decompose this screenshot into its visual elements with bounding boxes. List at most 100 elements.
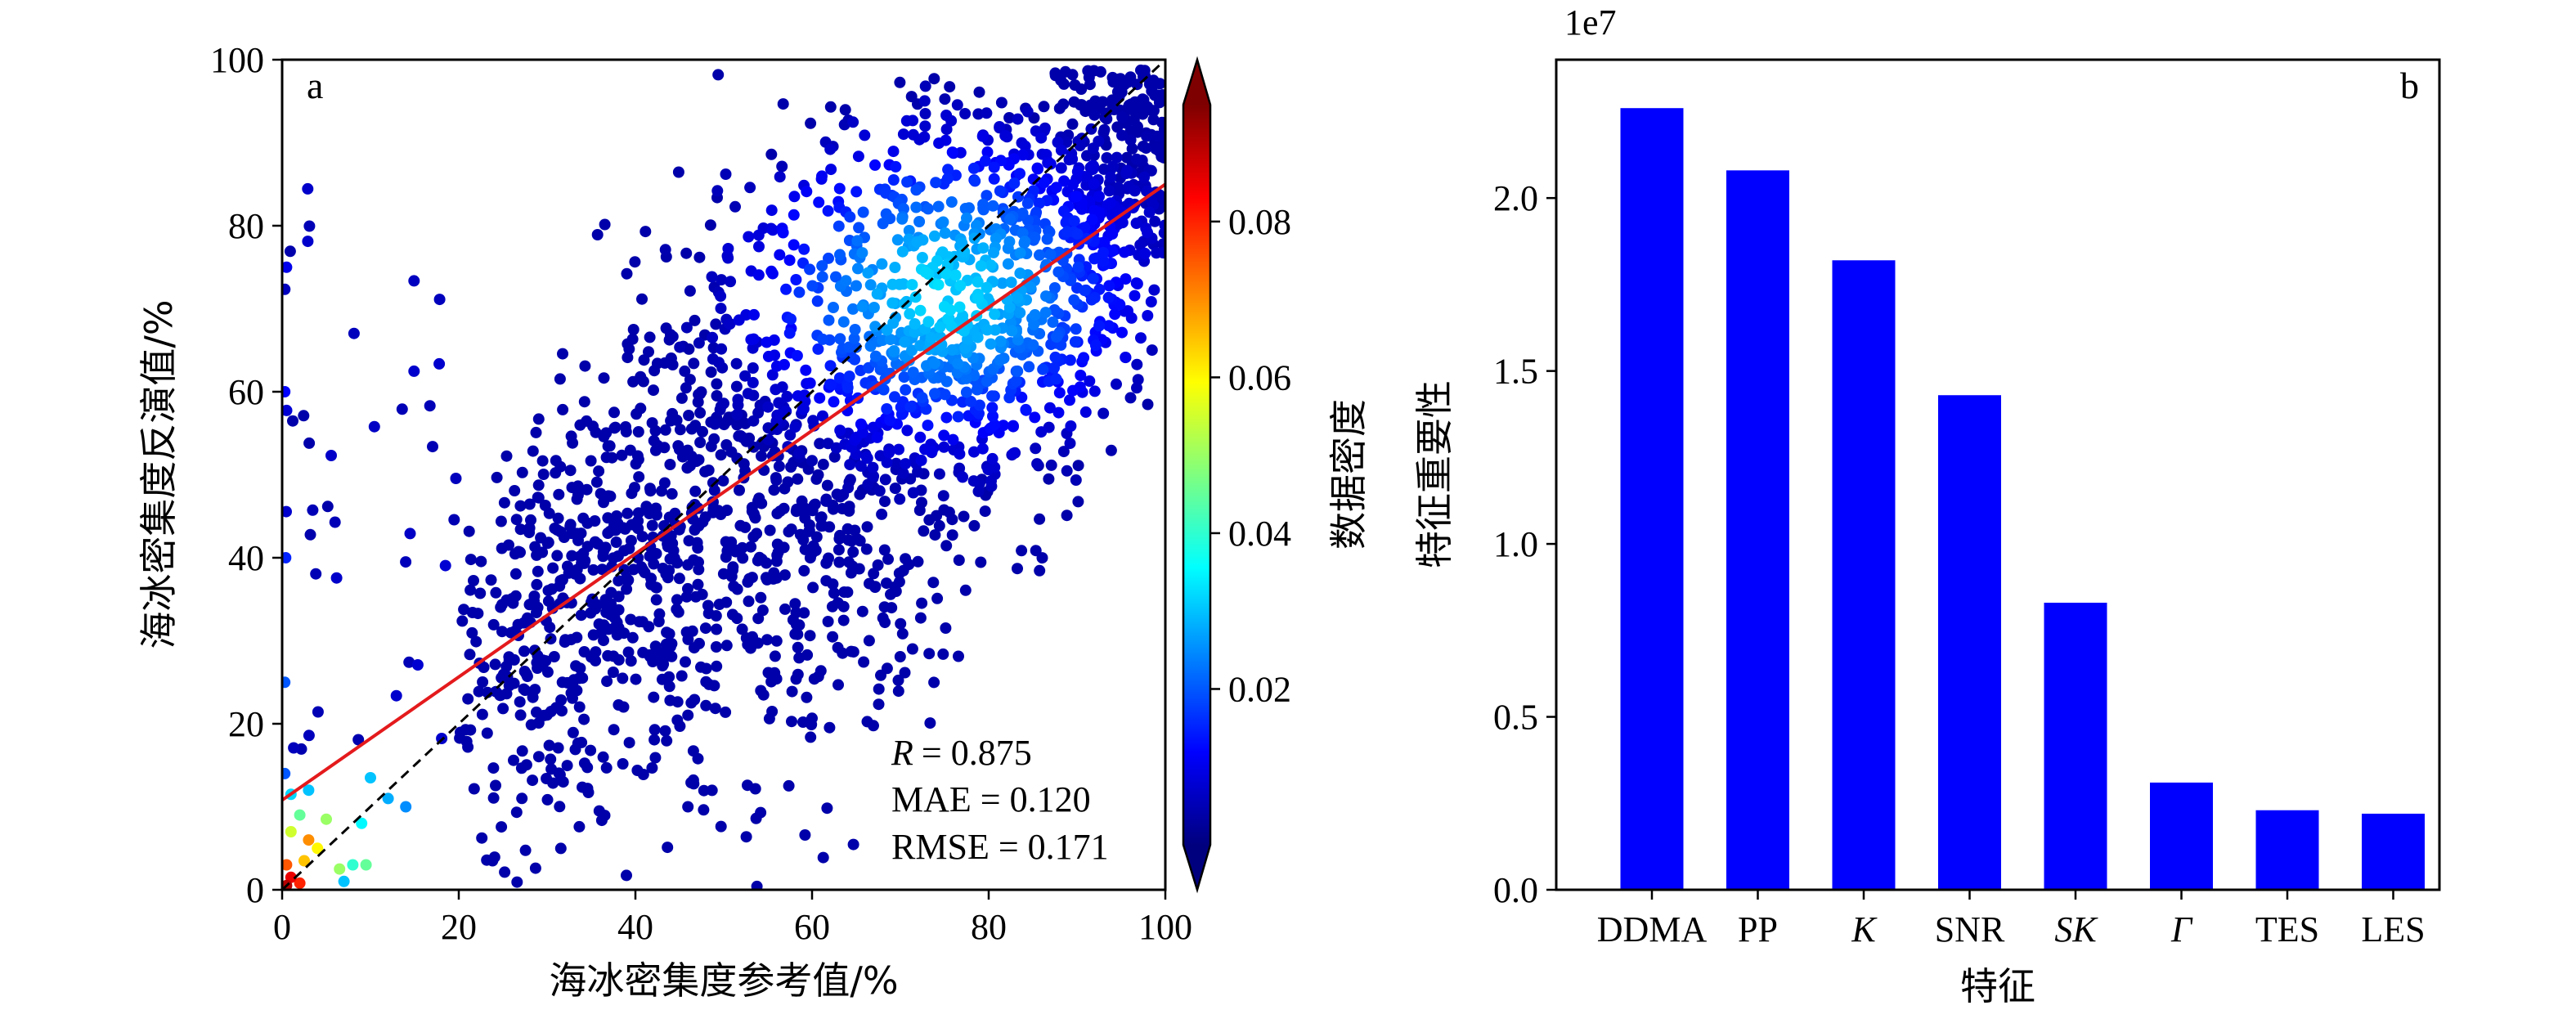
data-point [637, 375, 649, 388]
data-point [722, 252, 734, 264]
data-point [844, 211, 856, 223]
data-point [1146, 344, 1158, 357]
data-point [1069, 336, 1081, 348]
data-point [887, 146, 900, 158]
data-point [496, 542, 508, 554]
data-point [662, 538, 674, 550]
data-point [664, 459, 676, 470]
data-point [883, 447, 895, 459]
data-point [785, 461, 797, 473]
data-point [545, 583, 558, 595]
data-point [973, 399, 985, 411]
data-point [1116, 129, 1128, 141]
colorbar: 0.02 0.04 0.06 0.08 数据密度 [1182, 56, 1371, 894]
data-point [777, 227, 789, 239]
bar [1832, 260, 1896, 891]
data-point [679, 365, 691, 377]
y-tick-label: 1.5 [1493, 352, 1538, 392]
data-point [599, 218, 611, 231]
scatter-x-axis: 0 20 40 60 80 100 [273, 890, 1192, 947]
one-to-one-line [282, 60, 1165, 890]
data-point [891, 234, 904, 246]
data-point [1074, 140, 1086, 151]
data-point [329, 516, 341, 528]
data-point [770, 673, 783, 685]
data-point [639, 567, 651, 579]
data-point [967, 475, 980, 487]
data-point [284, 245, 296, 258]
data-point [553, 767, 565, 779]
data-point [854, 488, 866, 501]
data-point [689, 485, 702, 497]
data-point [1075, 370, 1087, 381]
data-point [567, 726, 579, 738]
data-point [529, 644, 541, 657]
data-point [994, 335, 1007, 348]
data-point [704, 219, 716, 231]
data-point [640, 226, 652, 238]
data-point [496, 599, 508, 611]
data-point [789, 598, 801, 610]
data-point [837, 614, 850, 626]
data-point [1030, 545, 1042, 557]
data-point [875, 669, 886, 681]
data-point [687, 774, 699, 786]
data-point [706, 784, 718, 797]
data-point [532, 662, 544, 674]
data-point [550, 455, 562, 467]
data-point [828, 587, 840, 599]
data-point [543, 739, 555, 752]
data-point [1012, 563, 1023, 575]
data-point [509, 548, 521, 560]
data-point [697, 425, 708, 438]
data-point [1048, 361, 1060, 374]
data-point [783, 526, 795, 538]
data-point [338, 875, 350, 887]
data-point [900, 458, 912, 470]
data-point [551, 550, 563, 562]
data-point [989, 308, 1001, 321]
data-point [485, 574, 497, 586]
data-point [1066, 118, 1079, 130]
data-point [520, 759, 532, 771]
data-point [1061, 226, 1074, 238]
data-point [532, 751, 545, 763]
data-point [579, 554, 591, 567]
data-point [751, 880, 763, 890]
data-point [1003, 112, 1016, 123]
data-point [1069, 79, 1081, 91]
data-point [981, 281, 993, 294]
stats-box: R = 0.875 MAE = 0.120 RMSE = 0.171 [891, 733, 1109, 867]
data-point [626, 631, 639, 644]
data-point [356, 817, 368, 829]
data-point [942, 313, 954, 325]
data-point [837, 316, 850, 328]
data-point [463, 525, 475, 537]
data-point [907, 487, 919, 499]
data-point [1020, 403, 1032, 415]
data-point [959, 203, 972, 214]
data-point [897, 128, 909, 141]
data-point [692, 578, 704, 590]
data-point [1097, 407, 1110, 420]
scatter-y-axis: 0 20 40 60 80 100 [210, 40, 282, 910]
bar-panel: 0.00.51.01.52.0 DDMA PP K SNR SK Γ TES LES 1e7 … [1412, 2, 2441, 1008]
data-point [782, 476, 794, 488]
data-point [858, 656, 870, 668]
data-point [718, 397, 729, 410]
data-point [649, 752, 662, 764]
data-point [717, 568, 729, 580]
data-point [541, 793, 554, 806]
data-point [661, 734, 673, 747]
data-point [1016, 149, 1029, 161]
data-point [530, 426, 542, 438]
x-tick-label: 80 [971, 907, 1007, 947]
data-point [968, 446, 980, 458]
data-point [830, 271, 841, 283]
colorbar-gradient [1183, 105, 1210, 845]
data-point [1072, 261, 1084, 273]
data-point [569, 743, 581, 756]
data-point [622, 507, 634, 519]
data-point [952, 411, 964, 423]
data-point [1086, 213, 1098, 226]
